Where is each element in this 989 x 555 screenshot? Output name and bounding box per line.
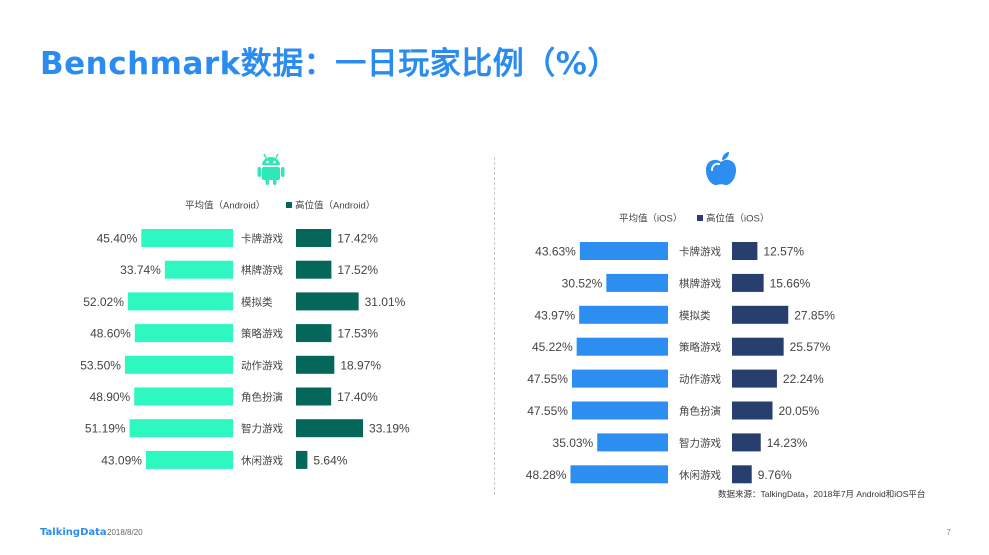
ios-category-label: 卡牌游戏 <box>679 245 721 258</box>
ios-category-label: 模拟类 <box>679 309 711 322</box>
android-avg-value-label: 53.50% <box>80 358 121 372</box>
ios-category-label: 策略游戏 <box>679 341 721 354</box>
android-high-bar <box>296 229 332 247</box>
footer-brand-logo: TalkingData <box>40 527 107 538</box>
page-title: Benchmark数据：一日玩家比例（%） <box>40 46 619 82</box>
ios-avg-bar <box>597 433 668 452</box>
android-avg-bar <box>164 260 233 279</box>
android-high-value-label: 5.64% <box>313 453 347 467</box>
ios-avg-value-label: 45.22% <box>532 340 573 354</box>
ios-avg-value-label: 30.52% <box>562 276 603 290</box>
android-high-bar <box>296 260 332 279</box>
ios-avg-bar <box>606 273 668 292</box>
ios-high-bar <box>732 242 758 260</box>
ios-avg-bar <box>571 401 668 420</box>
ios-high-bar <box>732 433 761 452</box>
android-avg-bar <box>127 292 233 311</box>
ios-high-value-label: 14.23% <box>767 436 808 450</box>
ios-high-value-label: 20.05% <box>779 404 820 418</box>
ios-avg-value-label: 48.28% <box>526 468 567 482</box>
android-high-bar <box>296 355 335 374</box>
ios-high-value-label: 27.85% <box>794 308 835 322</box>
android-category-label: 模拟类 <box>241 295 273 308</box>
ios-high-value-label: 12.57% <box>763 245 804 259</box>
ios-avg-value-label: 43.63% <box>535 245 576 259</box>
ios-high-bar <box>732 369 777 388</box>
android-avg-bar <box>129 419 233 438</box>
android-avg-bar <box>141 229 233 247</box>
android-avg-value-label: 51.19% <box>85 422 126 436</box>
footer-date: 2018/8/20 <box>107 528 143 537</box>
data-source-note: 数据来源：TalkingData，2018年7月 Android和iOS平台 <box>718 489 926 499</box>
android-high-value-label: 17.42% <box>337 232 378 246</box>
ios-avg-bar <box>571 369 668 388</box>
android-avg-value-label: 52.02% <box>83 295 124 309</box>
ios-high-value-label: 25.57% <box>790 340 831 354</box>
ios-high-value-label: 9.76% <box>758 468 792 482</box>
android-high-bar <box>296 387 332 406</box>
android-category-label: 动作游戏 <box>241 359 283 372</box>
android-avg-value-label: 43.09% <box>101 453 142 467</box>
android-high-value-label: 33.19% <box>369 422 410 436</box>
android-category-label: 角色扮演 <box>241 391 283 404</box>
android-avg-bar <box>145 450 233 469</box>
ios-avg-value-label: 35.03% <box>553 436 594 450</box>
android-high-value-label: 17.52% <box>337 263 378 277</box>
ios-legend-high-swatch <box>697 215 703 221</box>
android-icon <box>257 153 285 185</box>
android-category-label: 卡牌游戏 <box>241 232 283 245</box>
ios-high-value-label: 22.24% <box>783 372 824 386</box>
android-legend-high-swatch <box>286 202 292 208</box>
ios-avg-value-label: 47.55% <box>527 404 568 418</box>
android-high-bar <box>296 450 308 469</box>
ios-high-value-label: 15.66% <box>770 276 811 290</box>
ios-category-label: 棋牌游戏 <box>679 277 721 290</box>
ios-high-bar <box>732 273 764 292</box>
android-legend-avg-label: 平均值（Android） <box>185 200 265 212</box>
android-high-value-label: 17.40% <box>337 390 378 404</box>
android-legend-high-label: 高位值（Android） <box>295 200 375 212</box>
ios-category-label: 智力游戏 <box>679 436 721 449</box>
android-high-value-label: 17.53% <box>337 327 378 341</box>
android-category-label: 智力游戏 <box>241 422 283 435</box>
page-number: 7 <box>946 528 951 537</box>
ios-high-bar <box>732 305 789 324</box>
android-high-value-label: 18.97% <box>340 358 381 372</box>
ios-avg-value-label: 47.55% <box>527 372 568 386</box>
ios-avg-value-label: 43.97% <box>534 308 575 322</box>
android-avg-value-label: 33.74% <box>120 263 161 277</box>
android-avg-value-label: 48.90% <box>90 390 131 404</box>
ios-category-label: 动作游戏 <box>679 373 721 386</box>
ios-avg-bar <box>576 337 668 356</box>
ios-avg-bar <box>579 242 668 260</box>
android-avg-bar <box>124 355 233 374</box>
ios-avg-bar <box>579 305 668 324</box>
ios-category-label: 休闲游戏 <box>679 468 721 481</box>
ios-high-bar <box>732 465 752 484</box>
chart-divider <box>494 157 495 495</box>
ios-legend-avg-label: 平均值（iOS） <box>619 213 682 225</box>
android-avg-bar <box>134 324 233 343</box>
android-avg-value-label: 45.40% <box>97 232 138 246</box>
ios-avg-bar <box>570 465 668 484</box>
android-high-bar <box>296 419 364 438</box>
ios-high-bar <box>732 401 773 420</box>
android-high-value-label: 31.01% <box>365 295 406 309</box>
android-category-label: 棋牌游戏 <box>241 264 283 277</box>
android-avg-bar <box>134 387 233 406</box>
ios-category-label: 角色扮演 <box>679 405 721 418</box>
ios-high-bar <box>732 337 784 356</box>
android-high-bar <box>296 324 332 343</box>
ios-legend-high-label: 高位值（iOS） <box>706 213 769 225</box>
android-avg-value-label: 48.60% <box>90 327 131 341</box>
apple-icon <box>706 152 736 186</box>
android-category-label: 策略游戏 <box>241 327 283 340</box>
android-category-label: 休闲游戏 <box>241 454 283 467</box>
android-high-bar <box>296 292 359 311</box>
